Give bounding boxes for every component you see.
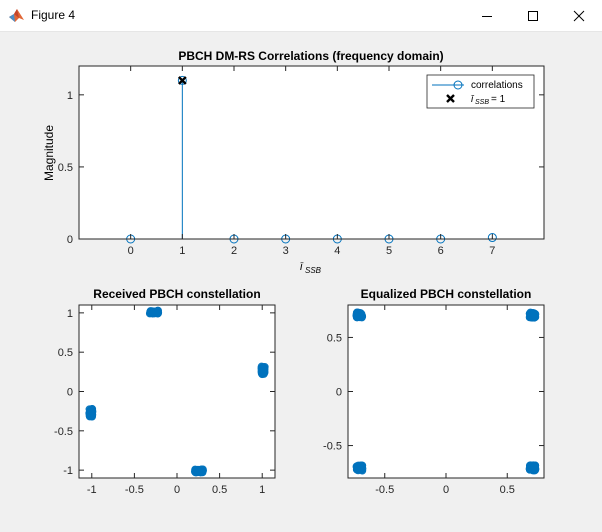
y-tick-label: 0 — [67, 234, 73, 246]
constellation-point — [85, 405, 94, 414]
equalized-title: Equalized PBCH constellation — [361, 287, 532, 301]
x-tick-label: -1 — [87, 484, 97, 496]
y-tick-label: -0.5 — [54, 426, 73, 438]
close-icon — [573, 10, 585, 21]
received-title: Received PBCH constellation — [93, 287, 260, 301]
y-tick-label: 0.5 — [327, 332, 342, 344]
x-axis-label: ī SSB — [300, 261, 322, 275]
maximize-icon — [528, 10, 538, 21]
y-tick-label: 0.5 — [58, 162, 73, 174]
stem-point — [487, 233, 497, 243]
svg-text:ī: ī — [471, 94, 475, 105]
detected-index-marker — [177, 76, 187, 85]
x-tick-label: 0.5 — [500, 484, 515, 496]
stem-point — [177, 75, 187, 85]
svg-text:= 1: = 1 — [491, 94, 506, 105]
x-axis-label-subscript: SSB — [305, 266, 322, 275]
window-title: Figure 4 — [31, 8, 76, 22]
x-tick-label: -0.5 — [375, 484, 394, 496]
x-tick-label: 0 — [174, 484, 180, 496]
y-tick-label: 1 — [67, 308, 73, 320]
title-bar: Figure 4 — [0, 0, 602, 32]
y-tick-label: -1 — [63, 465, 73, 477]
x-tick-label: 0.5 — [212, 484, 227, 496]
constellation-cluster — [257, 362, 269, 379]
legend-entry-correlations: correlations — [471, 80, 523, 91]
x-tick-label: 3 — [283, 245, 289, 257]
x-tick-label: 0 — [128, 245, 134, 257]
x-tick-label: 0 — [443, 484, 449, 496]
axes-background — [348, 305, 544, 478]
matlab-logo-icon[interactable] — [9, 8, 24, 23]
equalized-constellation-axes: Equalized PBCH constellation -0.5 0 0.5 -0.… — [323, 287, 545, 496]
constellation-cluster — [525, 308, 540, 322]
x-tick-label: 4 — [334, 245, 340, 257]
axes-box — [78, 65, 545, 240]
constellation-cluster — [525, 461, 540, 475]
legend-circle-icon — [453, 80, 463, 90]
x-tick-label: -0.5 — [125, 484, 144, 496]
constellation-cluster — [352, 461, 367, 475]
y-tick-label: 1 — [67, 90, 73, 102]
constellation-point — [352, 465, 361, 474]
legend-entry-detected: ī SSB = 1 — [471, 94, 506, 106]
close-button[interactable] — [556, 0, 602, 31]
legend-box — [426, 74, 535, 109]
maximize-button[interactable] — [510, 0, 556, 31]
x-tick-label: 6 — [438, 245, 444, 257]
y-axis-label: Magnitude — [42, 125, 56, 181]
svg-text:SSB: SSB — [475, 99, 489, 106]
constellation-cluster — [191, 465, 207, 477]
axes-background — [79, 305, 275, 478]
received-constellation-axes: Received PBCH constellation -1 -0.5 0 0.5 1 -… — [54, 287, 276, 496]
minimize-button[interactable] — [464, 0, 510, 31]
x-tick-label: 5 — [386, 245, 392, 257]
x-tick-label: 2 — [231, 245, 237, 257]
legend[interactable]: correlations ī SSB = 1 — [426, 74, 535, 109]
y-tick-label: 0.5 — [58, 347, 73, 359]
figure-canvas: PBCH DM-RS Correlations (frequency domai… — [42, 49, 545, 496]
constellation-point — [193, 467, 202, 475]
constellation-point — [259, 366, 268, 375]
constellation-point — [153, 309, 162, 317]
y-tick-label: -0.5 — [323, 441, 342, 453]
constellation-point — [353, 312, 362, 321]
x-axis-label-symbol: ī — [300, 261, 304, 273]
correlations-title: PBCH DM-RS Correlations (frequency domai… — [178, 49, 443, 63]
legend-cross-icon — [446, 94, 455, 103]
constellation-cluster — [85, 405, 97, 421]
constellation-cluster — [352, 308, 367, 322]
x-tick-label: 1 — [259, 484, 265, 496]
correlations-axes: PBCH DM-RS Correlations (frequency domai… — [42, 49, 545, 275]
constellation-point — [530, 310, 538, 319]
minimize-icon — [482, 15, 492, 17]
y-tick-label: 0 — [336, 387, 342, 399]
constellation-cluster — [145, 306, 163, 318]
y-tick-label: 0 — [67, 387, 73, 399]
x-tick-label: 1 — [179, 245, 185, 257]
constellation-point — [530, 462, 538, 471]
x-tick-label: 7 — [489, 245, 495, 257]
